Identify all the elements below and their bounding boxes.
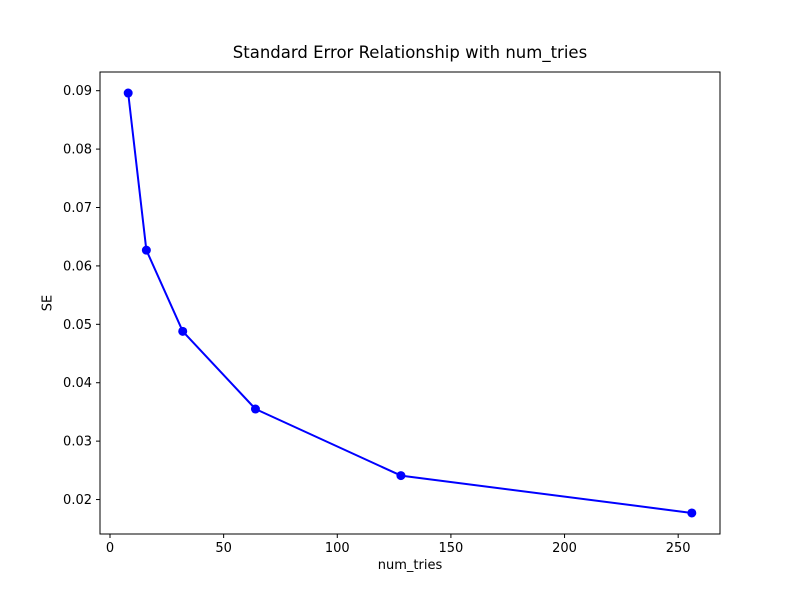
chart-title: Standard Error Relationship with num_tri… xyxy=(232,43,588,62)
y-tick-label: 0.09 xyxy=(63,84,92,99)
axes-spines xyxy=(99,71,721,535)
y-tick-label: 0.05 xyxy=(63,318,92,333)
x-tick-label: 50 xyxy=(215,541,232,556)
data-point-marker xyxy=(250,404,260,414)
x-tick-label: 250 xyxy=(666,541,691,556)
data-point-marker xyxy=(687,508,697,518)
y-tick-label: 0.06 xyxy=(63,259,92,274)
x-tick-label: 150 xyxy=(438,541,463,556)
y-tick-label: 0.04 xyxy=(63,376,92,391)
y-tick-label: 0.03 xyxy=(63,435,92,450)
x-tick-label: 0 xyxy=(106,541,114,556)
x-tick-label: 100 xyxy=(325,541,350,556)
data-point-marker xyxy=(123,88,133,98)
y-tick-label: 0.07 xyxy=(63,201,92,216)
y-axis-label: SE xyxy=(40,294,56,312)
data-point-marker xyxy=(396,471,406,481)
x-axis-label: num_tries xyxy=(377,558,443,573)
data-point-marker xyxy=(178,326,188,336)
x-tick-label: 200 xyxy=(552,541,577,556)
y-tick-label: 0.02 xyxy=(63,493,92,508)
data-point-marker xyxy=(141,245,151,255)
y-tick-label: 0.08 xyxy=(63,143,92,158)
series-line xyxy=(127,92,692,514)
